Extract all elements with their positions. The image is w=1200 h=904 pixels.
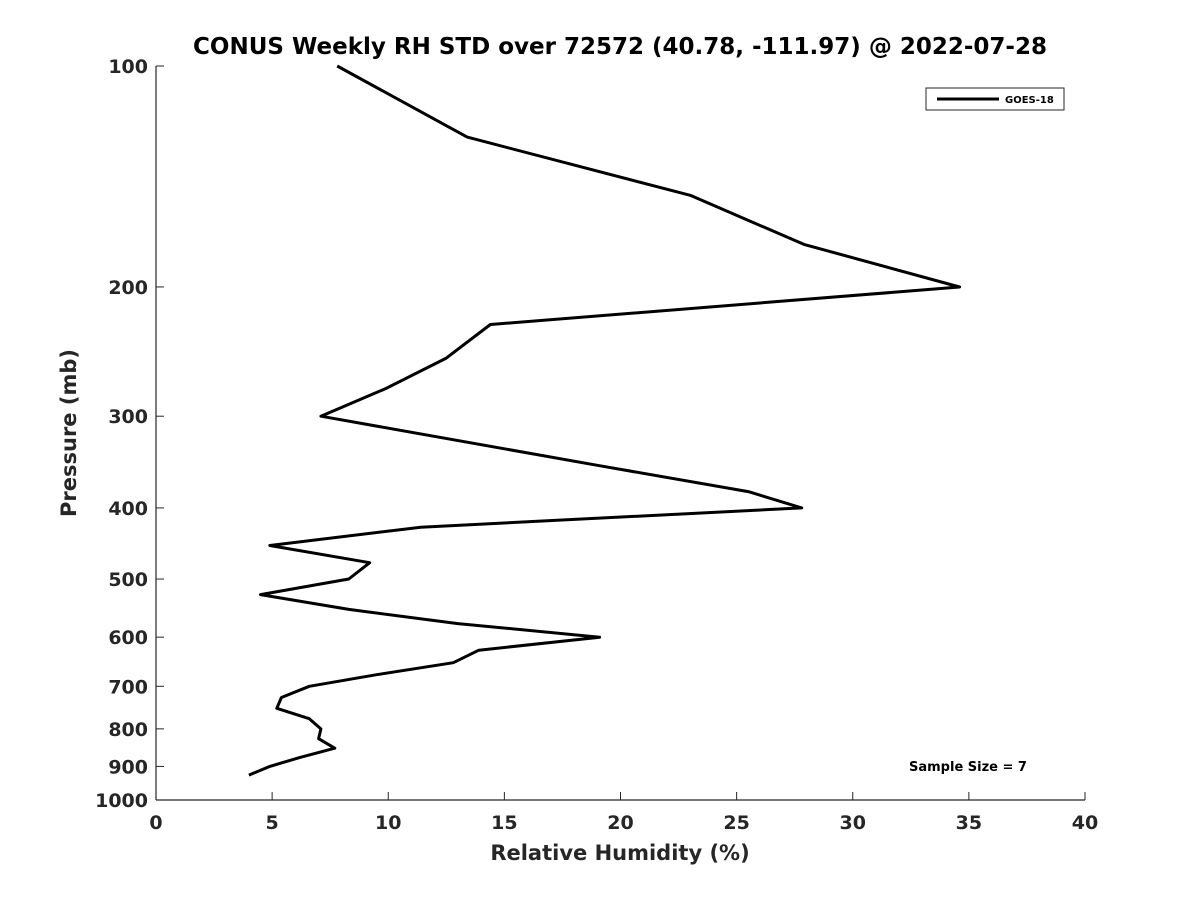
legend: GOES-18 bbox=[925, 87, 1065, 111]
x-tick-label: 20 bbox=[607, 812, 633, 834]
x-tick-label: 40 bbox=[1072, 812, 1098, 834]
y-tick-label: 300 bbox=[108, 406, 148, 428]
y-tick-label: 200 bbox=[108, 277, 148, 299]
x-tick-label: 15 bbox=[491, 812, 517, 834]
y-tick-label: 900 bbox=[108, 756, 148, 778]
sample-size-annotation: Sample Size = 7 bbox=[909, 760, 1027, 775]
y-tick-label: 500 bbox=[108, 569, 148, 591]
x-tick-label: 10 bbox=[375, 812, 401, 834]
y-tick-label: 600 bbox=[108, 627, 148, 649]
y-tick-label: 400 bbox=[108, 498, 148, 520]
x-tick-label: 30 bbox=[840, 812, 866, 834]
x-tick-label: 25 bbox=[723, 812, 749, 834]
y-tick-label: 800 bbox=[108, 719, 148, 741]
plot-area bbox=[156, 66, 1085, 800]
x-axis-label: Relative Humidity (%) bbox=[490, 841, 749, 865]
x-tick-label: 5 bbox=[266, 812, 279, 834]
x-ticks: 0 5 10 15 20 25 30 35 40 bbox=[149, 792, 1098, 834]
y-tick-label: 700 bbox=[108, 676, 148, 698]
series-line-goes-18 bbox=[248, 64, 962, 777]
legend-label-goes-18: GOES-18 bbox=[1005, 95, 1054, 106]
y-axis-label: Pressure (mb) bbox=[57, 349, 81, 517]
chart-title: CONUS Weekly RH STD over 72572 (40.78, -… bbox=[193, 34, 1047, 60]
x-tick-label: 0 bbox=[149, 812, 162, 834]
y-ticks: 100 200 300 400 500 600 700 800 900 1000 bbox=[95, 56, 164, 812]
series-layer bbox=[248, 64, 962, 777]
y-tick-label: 1000 bbox=[95, 790, 148, 812]
x-tick-label: 35 bbox=[956, 812, 982, 834]
y-tick-label: 100 bbox=[108, 56, 148, 78]
